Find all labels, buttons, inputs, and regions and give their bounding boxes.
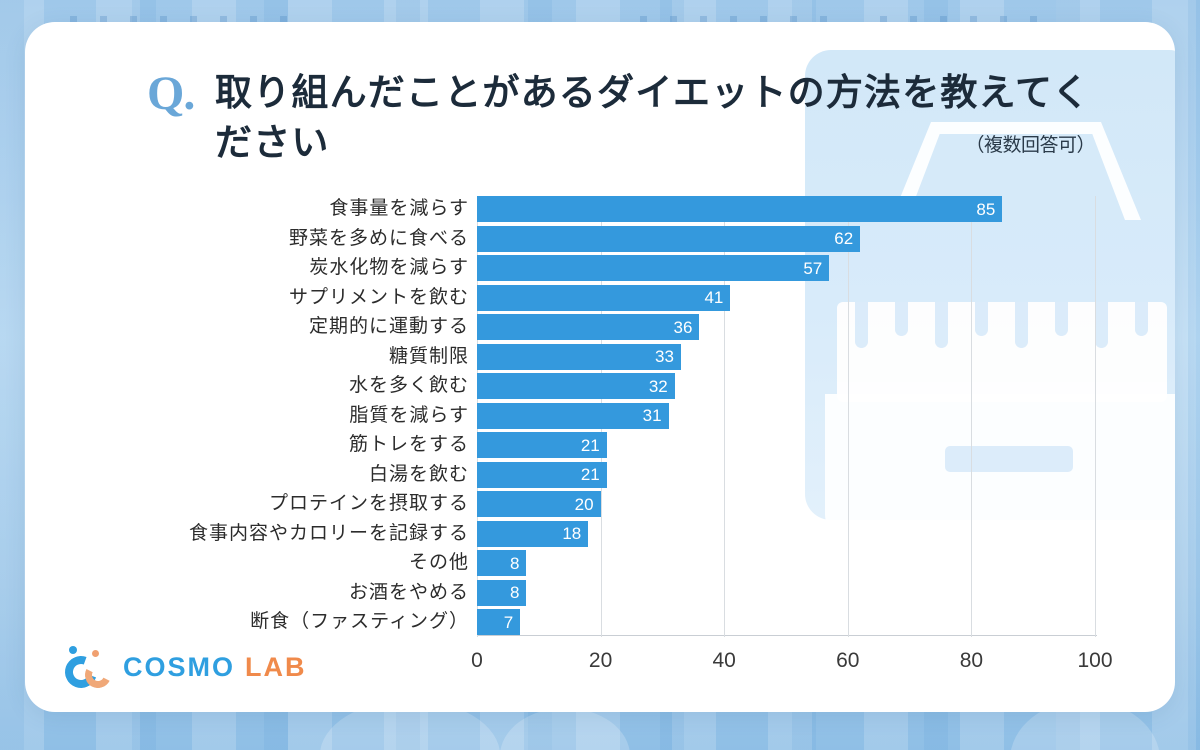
bar-chart: 85 62 57 41 36 33 32 31 21 21 20 18 8 8 7 0 20 40 60 80 100 … [25, 184, 1175, 684]
header: Q. 取り組んだことがあるダイエットの方法を教えてください （複数回答可） [25, 22, 1175, 163]
chart-category-label: 野菜を多めに食べる [288, 227, 469, 249]
chart-gridline [1095, 196, 1096, 637]
chart-bar-value-label: 31 [642, 406, 662, 425]
chart-bar-row[interactable]: 85 [477, 196, 1095, 222]
x-axis-tick-label: 100 [1077, 649, 1113, 672]
chart-bar-row[interactable]: 7 [477, 609, 1095, 635]
chart-bar-row[interactable]: 21 [477, 461, 1095, 488]
chart-plot-area: 85 62 57 41 36 33 32 31 21 21 20 18 8 8 7 0 20 40 60 80 100 [471, 196, 1113, 672]
chart-category-label: その他 [408, 552, 469, 573]
chart-bar-row[interactable]: 57 [477, 255, 1095, 281]
background-dot-row [70, 16, 290, 23]
chart-category-label: プロテインを摂取する [268, 493, 469, 514]
content-card: Q. 取り組んだことがあるダイエットの方法を教えてください （複数回答可） 85… [25, 22, 1175, 712]
background-dot-row [640, 16, 850, 23]
chart-bar[interactable]: 21 [477, 461, 607, 488]
x-axis-tick-label: 40 [712, 649, 736, 672]
chart-bar-row[interactable]: 31 [477, 402, 1095, 429]
chart-category-label: 脂質を減らす [349, 404, 469, 426]
chart-bar-row[interactable]: 8 [477, 550, 1095, 576]
chart-category-label: 食事内容やカロリーを記録する [188, 522, 469, 544]
chart-bar[interactable]: 20 [477, 491, 601, 517]
chart-bar[interactable]: 7 [477, 609, 521, 635]
chart-bar[interactable]: 57 [477, 255, 830, 281]
chart-bar-row[interactable]: 21 [477, 432, 1095, 458]
chart-bar[interactable]: 8 [477, 550, 527, 576]
chart-bar[interactable]: 33 [477, 343, 681, 370]
chart-bar-value-label: 21 [580, 465, 600, 484]
chart-bar[interactable]: 18 [477, 520, 589, 547]
chart-bar-row[interactable]: 62 [477, 225, 1095, 252]
chart-bar[interactable]: 21 [477, 432, 607, 458]
chart-gridline [847, 196, 849, 637]
ruler-tick [895, 302, 908, 336]
chart-bar[interactable]: 85 [477, 196, 1003, 222]
ruler-tick [1135, 302, 1148, 336]
chart-bar-row[interactable]: 33 [477, 343, 1095, 370]
x-axis-tick-label: 20 [588, 649, 613, 672]
chart-bar[interactable]: 32 [477, 373, 675, 399]
chart-gridline [724, 196, 726, 637]
chart-bar-value-label: 8 [509, 553, 520, 573]
x-axis-tick-label: 60 [836, 649, 860, 672]
page-subtitle: （複数回答可） [965, 135, 1095, 156]
brand-logo-text: COSMO LAB [123, 652, 307, 683]
question-mark-label: Q. [147, 67, 195, 120]
ruler-tick [1055, 302, 1068, 336]
chart-category-label: 筋トレをする [348, 434, 469, 455]
ruler-tick [855, 302, 868, 348]
chart-bar[interactable]: 31 [477, 402, 669, 429]
ruler-illustration [837, 302, 1167, 402]
chart-category-label: 炭水化物を減らす [309, 257, 469, 278]
x-axis-tick-label: 0 [471, 649, 483, 672]
chart-gridline [971, 196, 973, 637]
scale-illustration-display [945, 446, 1073, 472]
x-axis-line [477, 635, 1097, 636]
background-dot-row [880, 16, 1050, 23]
chart-bar-row[interactable]: 8 [477, 579, 1095, 606]
chart-category-label: 糖質制限 [388, 345, 469, 367]
chart-bar-value-label: 57 [803, 258, 823, 278]
chart-category-label: 白湯を飲む [368, 463, 469, 485]
chart-bar-row[interactable]: 32 [477, 373, 1095, 399]
ruler-tick [935, 302, 948, 348]
chart-bar-value-label: 20 [574, 494, 594, 514]
chart-bar-value-label: 8 [509, 583, 520, 602]
cosmo-mascot-icon [59, 646, 115, 694]
brand-name-primary: COSMO [123, 652, 236, 682]
chart-bar[interactable]: 62 [477, 225, 861, 252]
chart-category-label: 食事量を減らす [329, 198, 469, 219]
background-blob [500, 708, 630, 750]
chart-bar-value-label: 7 [503, 612, 514, 632]
chart-bar-value-label: 41 [704, 288, 724, 307]
chart-category-label: 定期的に運動する [308, 316, 469, 337]
chart-bar-value-label: 18 [562, 524, 582, 543]
chart-bar[interactable]: 36 [477, 314, 700, 340]
chart-category-label: お酒をやめる [348, 581, 469, 603]
x-axis-tick-label: 80 [959, 649, 984, 672]
chart-bar-row[interactable]: 18 [477, 520, 1095, 547]
chart-bar-value-label: 36 [673, 317, 693, 337]
chart-bar[interactable]: 41 [477, 284, 731, 311]
chart-bar-value-label: 33 [655, 347, 674, 366]
chart-category-label: 断食（ファスティング） [250, 611, 469, 632]
chart-bar-value-label: 32 [648, 376, 668, 396]
ruler-tick [1015, 302, 1028, 348]
chart-category-label: 水を多く飲む [348, 375, 469, 396]
ruler-tick [1095, 302, 1108, 348]
page-title: 取り組んだことがあるダイエットの方法を教えてください [215, 72, 1091, 163]
chart-category-label: サプリメントを飲む [288, 286, 469, 308]
chart-bar-value-label: 62 [834, 229, 854, 248]
ruler-tick [975, 302, 988, 336]
chart-bar-row[interactable]: 20 [477, 491, 1095, 517]
brand-logo: COSMO LAB [47, 638, 307, 696]
chart-bar-value-label: 21 [580, 435, 600, 455]
brand-name-secondary: LAB [245, 652, 307, 682]
chart-bar-row[interactable]: 41 [477, 284, 1095, 311]
chart-bar-value-label: 85 [976, 199, 996, 219]
chart-bar-row[interactable]: 36 [477, 314, 1095, 340]
chart-bar[interactable]: 8 [477, 579, 527, 606]
